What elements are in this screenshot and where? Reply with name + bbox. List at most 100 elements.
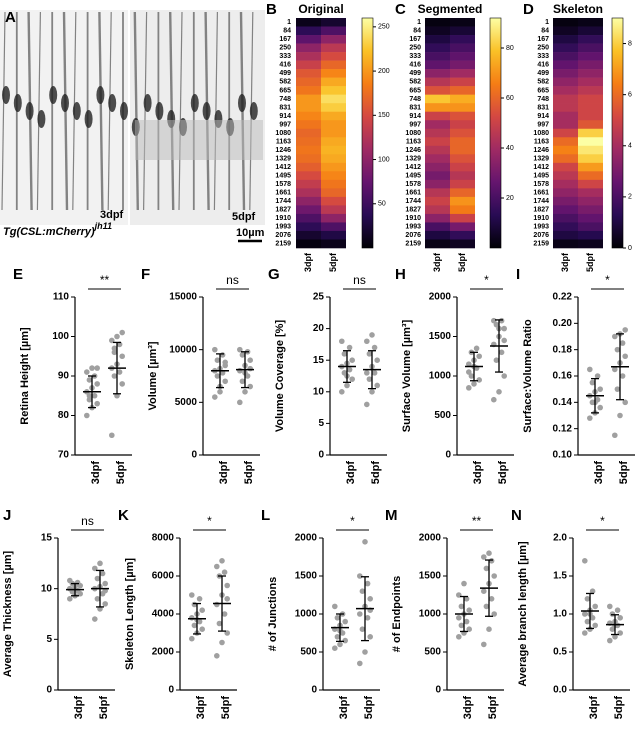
data-point xyxy=(466,369,472,375)
cell-process xyxy=(107,11,112,211)
heatmap-cell xyxy=(553,179,578,189)
data-point xyxy=(486,550,492,556)
row-label: 1329 xyxy=(405,155,421,162)
y-tick-label: 0.12 xyxy=(553,423,573,434)
data-point xyxy=(466,361,472,367)
data-point xyxy=(466,626,473,632)
row-label: 665 xyxy=(537,87,549,94)
heatmap-cell xyxy=(425,18,450,27)
heatmap-cell xyxy=(578,43,603,53)
data-point xyxy=(221,569,228,575)
heatmap-cell xyxy=(296,230,321,240)
row-label: 250 xyxy=(409,45,421,52)
data-point xyxy=(237,346,243,353)
data-point xyxy=(471,381,477,387)
heatmap-cell xyxy=(578,230,603,240)
heatmap-cell xyxy=(553,69,578,78)
data-point xyxy=(99,570,106,577)
heatmap-cell xyxy=(296,43,321,53)
data-point xyxy=(247,383,253,390)
heatmap-cell xyxy=(425,162,450,172)
row-label: 1412 xyxy=(405,164,421,171)
cell-body xyxy=(120,102,128,120)
heatmap-cell xyxy=(296,239,321,249)
data-point xyxy=(362,649,368,655)
heatmap-cell xyxy=(321,111,346,121)
heatmap-cell xyxy=(553,77,578,87)
column-label: 3dpf xyxy=(560,252,570,272)
heatmap-cell xyxy=(296,154,321,164)
data-point xyxy=(189,592,195,598)
data-point xyxy=(617,412,623,419)
y-tick-label: 2000 xyxy=(295,533,318,544)
data-point xyxy=(359,626,366,632)
data-point xyxy=(334,615,341,621)
heatmap-cell xyxy=(450,162,475,172)
data-point xyxy=(501,373,508,379)
cell-process xyxy=(98,11,104,211)
data-point xyxy=(359,588,366,594)
x-tick-label: 3dpf xyxy=(338,696,350,720)
heatmap-cell xyxy=(296,60,321,70)
row-label: 1412 xyxy=(533,164,549,171)
significance-label: ** xyxy=(472,514,482,528)
data-point xyxy=(498,349,505,356)
x-tick-label: 3dpf xyxy=(195,696,207,720)
y-axis-label: Skeleton Length [µm] xyxy=(124,558,136,670)
row-label: 1246 xyxy=(533,147,549,154)
heatmap-cell xyxy=(553,154,578,164)
data-point xyxy=(222,378,228,385)
data-point xyxy=(622,399,628,406)
data-point xyxy=(582,558,588,564)
colorbar-tick-label: 250 xyxy=(378,24,390,31)
x-tick-label: 3dpf xyxy=(472,461,484,485)
y-tick-label: 6000 xyxy=(152,571,175,582)
heatmap-cell xyxy=(321,128,346,138)
allele: jh11 xyxy=(94,221,112,231)
data-point xyxy=(597,386,603,392)
row-label: 665 xyxy=(409,87,421,94)
panel-letter: C xyxy=(395,1,406,18)
row-label: 1 xyxy=(417,19,421,26)
heatmap-cell xyxy=(553,94,578,104)
heatmap-cell xyxy=(296,196,321,206)
cell-body xyxy=(2,86,10,104)
heatmap-cell xyxy=(553,171,578,181)
row-label: 416 xyxy=(279,62,291,69)
column-label: 3dpf xyxy=(303,252,313,272)
data-point xyxy=(617,615,623,621)
data-point xyxy=(587,415,593,421)
heatmap-cell xyxy=(321,120,346,130)
data-point xyxy=(371,344,378,351)
row-label: 1 xyxy=(287,19,291,26)
data-point xyxy=(456,615,462,621)
data-point xyxy=(86,392,93,399)
panel-letter: L xyxy=(261,507,270,524)
data-point xyxy=(102,580,108,587)
row-label: 333 xyxy=(537,53,549,60)
heatmap-cell xyxy=(296,128,321,138)
data-point xyxy=(473,345,480,352)
data-point xyxy=(189,635,195,642)
y-tick-label: 1500 xyxy=(295,571,318,582)
x-tick-label: 5dpf xyxy=(613,696,625,720)
y-tick-label: 5 xyxy=(46,634,52,645)
heatmap-cell xyxy=(321,205,346,215)
row-label: 1080 xyxy=(405,130,421,137)
heatmap-cell xyxy=(578,239,603,249)
heatmap-cell xyxy=(553,230,578,240)
y-tick-label: 70 xyxy=(58,450,70,461)
data-point xyxy=(119,353,125,360)
data-point xyxy=(214,563,220,570)
y-tick-label: 2000 xyxy=(152,647,175,658)
heatmap-cell xyxy=(450,94,475,104)
data-point xyxy=(366,351,373,357)
heatmap-cell xyxy=(425,120,450,130)
heatmap-cell xyxy=(553,26,578,36)
x-tick-label: 3dpf xyxy=(90,461,102,485)
x-tick-label: 3dpf xyxy=(588,696,600,720)
y-tick-label: 0.5 xyxy=(553,647,567,658)
y-tick-label: 5000 xyxy=(175,397,198,408)
data-point xyxy=(111,349,118,356)
heatmap-cell xyxy=(425,137,450,147)
